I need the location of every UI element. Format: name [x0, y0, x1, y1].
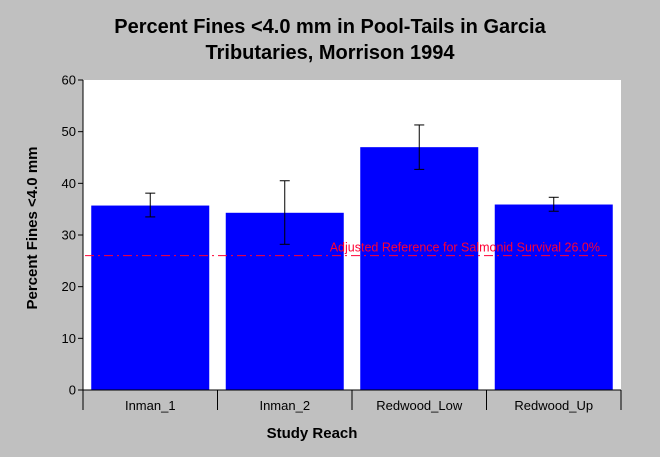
x-tick-label: Inman_1: [125, 398, 176, 413]
y-axis-title: Percent Fines <4.0 mm: [24, 147, 41, 310]
chart-title-line-1: Percent Fines <4.0 mm in Pool-Tails in G…: [114, 16, 546, 38]
error-bars-group: [145, 124, 559, 245]
x-tick-label: Redwood_Up: [514, 398, 593, 413]
bar-redwood-up: [494, 204, 613, 390]
y-tick-label: 10: [62, 331, 76, 346]
y-tick-label: 40: [62, 176, 76, 191]
x-tick-label: Inman_2: [259, 398, 310, 413]
y-tick-label: 50: [62, 124, 76, 139]
bar-redwood-low: [360, 147, 479, 390]
chart-title: Percent Fines <4.0 mm in Pool-Tails in G…: [0, 14, 660, 66]
y-tick-label: 20: [62, 279, 76, 294]
bar-inman-1: [91, 205, 210, 390]
bars-group: [91, 147, 613, 390]
x-axis-title: Study Reach: [267, 425, 358, 442]
y-tick-label: 60: [62, 73, 76, 88]
y-tick-label: 0: [69, 383, 76, 398]
chart-title-line-2: Tributaries, Morrison 1994: [205, 42, 455, 64]
y-tick-label: 30: [62, 228, 76, 243]
x-tick-label: Redwood_Low: [376, 398, 463, 413]
reference-label: Adjusted Reference for Salmonid Survival…: [330, 241, 600, 255]
axes-group: 0 10 20 30 40 50 60 Inman_1 Inman_2 Redwood_Low Re…: [62, 73, 622, 413]
